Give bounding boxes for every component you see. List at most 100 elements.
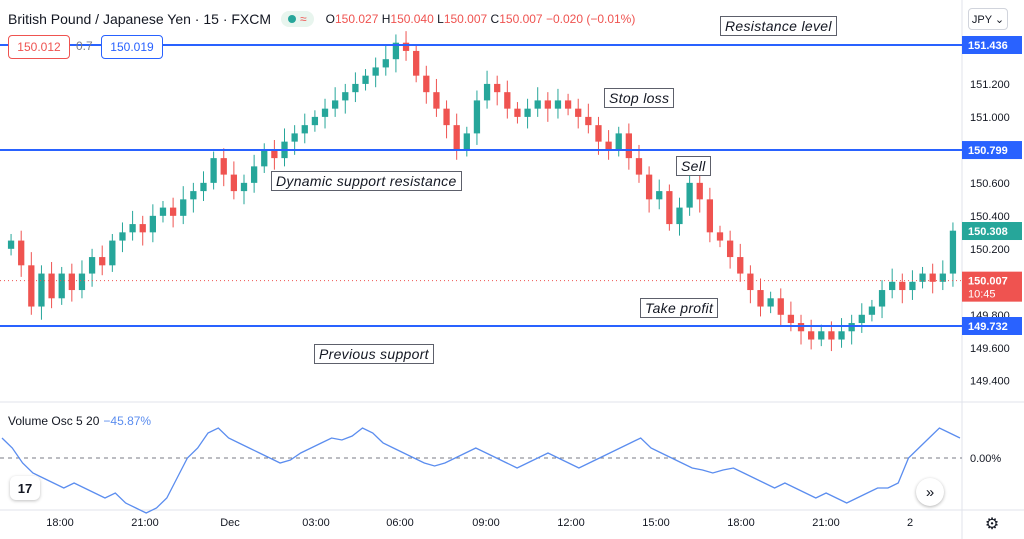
candle-body <box>311 116 319 126</box>
x-tick-label: 21:00 <box>812 517 840 529</box>
candle-body <box>696 182 703 200</box>
ohlc-values: O150.027 H150.040 L150.007 C150.007 −0.0… <box>325 12 636 26</box>
candle-body <box>686 182 693 208</box>
y-tick-label: 149.600 <box>970 343 1010 355</box>
y-tick-label: 150.400 <box>970 211 1010 223</box>
market-status-pill[interactable]: ≈ <box>281 11 314 27</box>
annotation-resistance: Resistance level <box>720 16 837 36</box>
candle-body <box>332 100 339 109</box>
level-tag <box>962 36 1022 54</box>
volume-oscillator-line <box>1 427 961 514</box>
level-tag-label: 150.799 <box>968 145 1008 157</box>
candle-body <box>949 230 957 274</box>
candle-body <box>362 75 369 84</box>
open-value: 150.027 <box>334 12 379 26</box>
candle-body <box>443 108 450 126</box>
candle-body <box>18 240 25 266</box>
currency-button[interactable]: JPY ⌄ <box>968 8 1008 30</box>
candle-body <box>939 273 946 282</box>
candle-body <box>453 125 460 150</box>
change-value: −0.020 (−0.01%) <box>545 12 636 26</box>
candle-body <box>291 133 298 142</box>
candle-body <box>899 281 906 291</box>
candle-body <box>554 100 562 109</box>
annotation-take-profit: Take profit <box>640 298 719 318</box>
last-price-label: 150.007 <box>968 276 1008 288</box>
tradingview-logo-icon[interactable]: 17 <box>10 476 40 500</box>
buy-price-button[interactable]: 150.019 <box>101 35 163 59</box>
candle-body <box>88 257 96 274</box>
candle-body <box>382 59 389 68</box>
level-tag-label: 151.436 <box>968 40 1008 52</box>
candle-body <box>645 174 653 200</box>
candle-body <box>240 182 248 192</box>
candle-body <box>605 141 612 150</box>
candle-body <box>878 290 886 307</box>
candle-body <box>716 232 724 241</box>
candle-body <box>109 240 116 266</box>
candle-body <box>200 182 207 192</box>
candle-body <box>747 273 754 291</box>
scroll-to-realtime-icon[interactable]: » <box>916 478 944 506</box>
candle-body <box>706 199 714 233</box>
candle-body <box>635 158 643 175</box>
candle-body <box>169 207 177 216</box>
candle-body <box>271 149 278 159</box>
y-tick-label: 151.200 <box>970 79 1010 91</box>
oscillator-zero-label: 0.00% <box>970 453 1001 465</box>
sell-price-button[interactable]: 150.012 <box>8 35 70 59</box>
chart-header: British Pound / Japanese Yen · 15 · FXCM… <box>8 11 635 27</box>
y-tick-label: 150.600 <box>970 178 1010 190</box>
candle-body <box>48 273 55 299</box>
candle-body <box>129 224 136 233</box>
gear-icon[interactable]: ⚙ <box>984 516 1000 533</box>
candle-body <box>534 100 541 109</box>
candle-body <box>139 224 146 233</box>
candle-body <box>149 215 156 233</box>
y-tick-label: 151.000 <box>970 112 1010 124</box>
candle-body <box>726 240 734 258</box>
candle-body <box>514 108 521 117</box>
high-value: 150.040 <box>390 12 434 26</box>
candle-body <box>190 191 197 200</box>
candle-body <box>342 92 349 101</box>
candle-body <box>787 314 795 324</box>
annotation-dynamic-support-resistance: Dynamic support resistance <box>271 171 462 191</box>
candle-body <box>504 92 511 109</box>
close-value: 150.007 <box>499 12 543 26</box>
candle-body <box>676 207 683 225</box>
candle-body <box>220 158 227 175</box>
candle-body <box>38 273 45 307</box>
candle-body <box>575 108 582 117</box>
high-marker-label: 150.308 <box>968 226 1008 238</box>
candle-body <box>210 158 217 183</box>
candle-body <box>848 323 855 332</box>
spread-value: 0.7 <box>76 39 93 53</box>
candle-body <box>68 273 75 291</box>
x-tick-label: 18:00 <box>46 517 74 529</box>
candle-body <box>392 42 400 60</box>
candle-body <box>463 133 470 150</box>
candle-body <box>767 298 774 307</box>
symbol-title[interactable]: British Pound / Japanese Yen · 15 · FXCM <box>8 11 272 27</box>
candle-body <box>483 83 491 101</box>
oscillator-legend[interactable]: Volume Osc 5 20 −45.87% <box>8 414 151 428</box>
candle-body <box>372 67 379 76</box>
candle-body <box>757 290 764 307</box>
candle-body <box>808 331 815 340</box>
candle-body <box>402 42 410 51</box>
candle-body <box>494 83 501 93</box>
level-tag <box>962 141 1022 160</box>
candle-body <box>99 257 106 266</box>
candle-body <box>180 199 187 216</box>
x-tick-label: 09:00 <box>472 517 500 529</box>
x-tick-label: 2 <box>907 517 913 529</box>
candle-body <box>352 83 359 93</box>
candle-body <box>564 100 572 109</box>
candle-body <box>433 92 440 109</box>
candle-body <box>413 50 420 76</box>
level-tag-label: 149.732 <box>968 321 1008 333</box>
candle-body <box>615 133 622 150</box>
candle-body <box>230 174 238 192</box>
